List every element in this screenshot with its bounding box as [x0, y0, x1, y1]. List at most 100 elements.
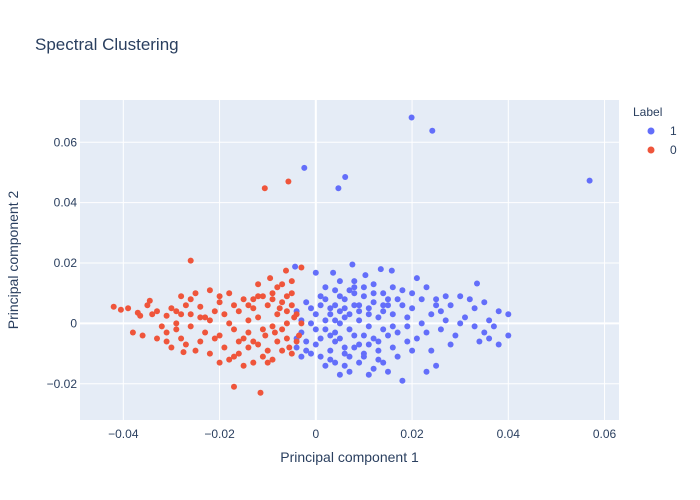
data-point-label-1: [341, 296, 348, 303]
data-point-label-1: [442, 317, 449, 324]
data-point-label-0: [288, 290, 295, 297]
data-point-label-1: [433, 362, 440, 369]
data-point-label-0: [180, 349, 187, 356]
data-point-label-1: [365, 341, 372, 348]
data-point-label-0: [283, 267, 289, 274]
data-point-label-0: [231, 326, 237, 333]
data-point-label-0: [255, 281, 262, 288]
data-point-label-1: [418, 320, 425, 327]
data-point-label-1: [360, 293, 367, 300]
data-point-label-0: [139, 332, 146, 339]
legend[interactable]: Label 1 0: [633, 105, 677, 157]
data-point-label-1: [332, 302, 339, 309]
data-point-label-0: [255, 293, 262, 300]
y-tick-label: 0: [70, 316, 77, 330]
data-point-label-0: [250, 296, 257, 303]
data-point-label-1: [375, 314, 382, 321]
plot-area: [80, 100, 619, 420]
data-point-label-1: [317, 353, 324, 360]
data-point-label-0: [221, 311, 228, 318]
data-point-label-0: [168, 305, 175, 312]
x-tick-label: −0.04: [108, 427, 139, 441]
data-point-label-1: [351, 284, 358, 291]
data-point-label-0: [235, 350, 242, 357]
data-point-label-1: [399, 287, 406, 294]
data-point-label-1: [360, 353, 367, 360]
data-point-label-0: [192, 347, 199, 354]
data-point-label-1: [351, 278, 358, 285]
data-point-label-1: [476, 338, 483, 345]
data-point-label-0: [206, 317, 213, 324]
data-point-label-1: [389, 323, 396, 330]
data-point-label-0: [125, 305, 132, 312]
data-point-label-1: [312, 341, 319, 348]
data-point-label-1: [351, 344, 358, 351]
data-point-label-1: [452, 332, 459, 339]
data-point-label-1: [429, 127, 436, 134]
data-point-label-1: [341, 350, 348, 357]
data-point-label-0: [259, 326, 266, 333]
data-point-label-1: [462, 314, 468, 321]
x-axis-title: Principal component 1: [280, 449, 419, 465]
data-point-label-0: [187, 323, 194, 330]
data-point-label-0: [269, 323, 276, 330]
data-point-label-1: [428, 311, 435, 318]
data-point-label-0: [259, 353, 266, 360]
data-point-label-1: [375, 347, 382, 354]
data-point-label-1: [341, 344, 348, 351]
data-point-label-1: [399, 377, 406, 384]
data-point-label-1: [332, 329, 339, 336]
data-point-label-0: [235, 338, 242, 345]
data-point-label-1: [375, 338, 382, 345]
legend-item-1[interactable]: 1: [647, 124, 678, 138]
data-point-label-1: [332, 338, 339, 345]
data-point-label-0: [173, 320, 180, 327]
data-point-label-1: [312, 326, 319, 333]
data-point-label-0: [286, 344, 293, 351]
data-point-label-1: [370, 281, 377, 288]
data-point-label-0: [187, 311, 194, 318]
data-point-label-0: [235, 308, 242, 315]
data-point-label-1: [437, 326, 444, 333]
data-point-label-1: [335, 185, 342, 192]
data-point-label-0: [245, 329, 252, 336]
data-point-label-1: [423, 329, 430, 336]
legend-item-0[interactable]: 0: [647, 143, 678, 157]
data-point-label-1: [404, 338, 411, 345]
data-point-label-1: [370, 365, 377, 372]
data-point-label-1: [346, 311, 353, 318]
chart-title: Spectral Clustering: [35, 35, 179, 54]
data-point-label-1: [356, 317, 363, 324]
data-point-label-1: [365, 323, 372, 330]
data-point-label-1: [327, 356, 334, 363]
legend-label: 1: [670, 124, 677, 138]
data-point-label-1: [413, 335, 420, 342]
data-point-label-1: [457, 293, 464, 300]
data-point-label-0: [288, 350, 295, 357]
data-point-label-1: [437, 308, 444, 315]
data-point-label-1: [471, 305, 478, 312]
data-point-label-1: [370, 299, 377, 306]
data-point-label-0: [221, 344, 228, 351]
data-point-label-1: [409, 347, 416, 354]
data-point-label-0: [250, 338, 257, 345]
data-point-label-0: [216, 332, 223, 339]
data-point-label-0: [178, 311, 185, 318]
data-point-label-1: [351, 290, 358, 297]
data-point-label-1: [385, 368, 391, 375]
data-point-label-0: [231, 353, 237, 360]
data-point-label-0: [269, 296, 276, 303]
data-point-label-1: [370, 335, 377, 342]
grid-lines: [80, 100, 619, 420]
data-point-label-0: [173, 326, 180, 333]
y-tick-label: 0.06: [54, 135, 78, 149]
data-point-label-0: [163, 329, 170, 336]
data-point-label-0: [187, 296, 194, 303]
data-point-label-1: [322, 317, 329, 324]
data-point-label-0: [279, 281, 286, 288]
data-point-label-1: [327, 311, 334, 318]
data-point-label-1: [327, 347, 334, 354]
data-point-label-1: [303, 338, 310, 345]
data-point-label-1: [490, 323, 497, 330]
